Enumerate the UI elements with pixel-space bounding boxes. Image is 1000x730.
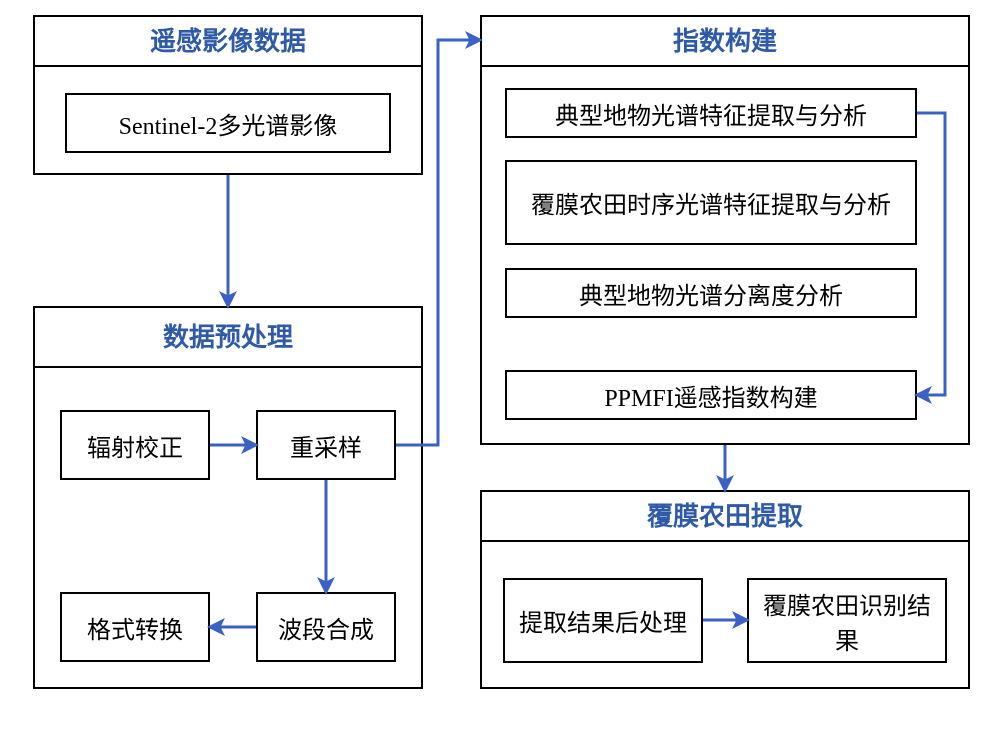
node-label: Sentinel-2多光谱影像	[119, 106, 338, 141]
group-title-label: 数据预处理	[163, 323, 293, 352]
node-label: PPMFI遥感指数构建	[604, 378, 817, 413]
node-ppmfi: PPMFI遥感指数构建	[505, 370, 917, 420]
node-label: 典型地物光谱特征提取与分析	[555, 96, 867, 131]
node-label: 波段合成	[278, 610, 374, 645]
node-label: 重采样	[290, 428, 362, 463]
group-title-label: 遥感影像数据	[150, 27, 306, 56]
node-format-convert: 格式转换	[60, 592, 210, 662]
node-feature-extract-3: 典型地物光谱分离度分析	[505, 268, 917, 318]
node-label: 覆膜农田时序光谱特征提取与分析	[531, 185, 891, 220]
node-label: 提取结果后处理	[519, 603, 687, 638]
node-radiation-correction: 辐射校正	[60, 410, 210, 480]
node-sentinel: Sentinel-2多光谱影像	[65, 93, 391, 153]
node-feature-extract-1: 典型地物光谱特征提取与分析	[505, 88, 917, 138]
node-label: 覆膜农田识别结果	[757, 586, 937, 656]
node-band-composition: 波段合成	[256, 592, 396, 662]
group-header-remote-sensing: 遥感影像数据	[35, 17, 421, 67]
group-title-label: 指数构建	[673, 27, 777, 56]
group-header-index: 指数构建	[482, 17, 968, 67]
node-label: 典型地物光谱分离度分析	[579, 276, 843, 311]
group-header-preprocessing: 数据预处理	[35, 308, 421, 368]
group-header-extraction: 覆膜农田提取	[482, 492, 968, 542]
node-resample: 重采样	[256, 410, 396, 480]
node-feature-extract-2: 覆膜农田时序光谱特征提取与分析	[505, 160, 917, 245]
node-result: 覆膜农田识别结果	[747, 578, 947, 663]
node-label: 辐射校正	[87, 428, 183, 463]
node-label: 格式转换	[87, 610, 183, 645]
node-postprocess: 提取结果后处理	[503, 578, 703, 663]
group-title-label: 覆膜农田提取	[647, 502, 803, 531]
